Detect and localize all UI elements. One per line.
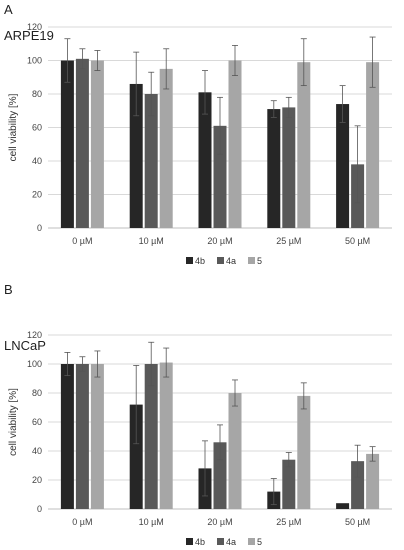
bar-5-2	[228, 60, 242, 228]
x-tick-label: 25 µM	[276, 236, 301, 246]
legend-label: 4a	[226, 537, 236, 547]
bar-4a-0	[75, 58, 89, 229]
y-axis-label: cell viability [%]	[8, 388, 19, 456]
x-tick-label: 0 µM	[72, 236, 92, 246]
y-axis-label: cell viability [%]	[8, 93, 19, 161]
legend-label: 5	[257, 256, 262, 266]
x-tick-label: 10 µM	[139, 517, 164, 527]
chart-panel-a: A ARPE19 0 20 40 60 80 100 120 cell viability [%]…	[4, 2, 392, 266]
bar-4a-3	[282, 459, 296, 509]
legend-swatch-5	[248, 257, 255, 264]
legend-label: 4b	[195, 537, 205, 547]
y-tick-label: 100	[27, 359, 42, 369]
legend-label: 5	[257, 537, 262, 547]
legend-label: 4a	[226, 256, 236, 266]
bar-4b-4	[336, 104, 350, 228]
bar-4b-1	[129, 83, 143, 228]
legend-swatch-4a	[217, 257, 224, 264]
bar-4b-3	[267, 109, 281, 228]
bar-5-0	[90, 60, 104, 228]
y-tick-label: 60	[32, 123, 42, 133]
legend-label: 4b	[195, 256, 205, 266]
y-tick-label: 100	[27, 56, 42, 66]
y-tick-label: 40	[32, 446, 42, 456]
chart-title: LNCaP	[4, 338, 46, 353]
panel-label: B	[4, 282, 13, 297]
panel-label: A	[4, 2, 13, 17]
bar-4a-2	[213, 125, 227, 228]
bar-5-4	[366, 62, 380, 228]
y-tick-label: 80	[32, 89, 42, 99]
bar-5-2	[228, 393, 242, 509]
y-tick-label: 60	[32, 417, 42, 427]
bar-4b-1	[129, 404, 143, 509]
legend-swatch-4a	[217, 538, 224, 545]
x-tick-label: 25 µM	[276, 517, 301, 527]
bar-5-1	[159, 362, 173, 509]
x-tick-label: 10 µM	[139, 236, 164, 246]
bar-4a-2	[213, 442, 227, 509]
bar-4a-4	[351, 461, 365, 509]
bar-4b-2	[198, 92, 212, 228]
legend-swatch-4b	[186, 257, 193, 264]
bar-5-4	[366, 453, 380, 509]
y-tick-label: 20	[32, 475, 42, 485]
x-tick-label: 20 µM	[207, 517, 232, 527]
y-tick-label: 120	[27, 330, 42, 340]
bar-4a-1	[144, 364, 158, 509]
bar-5-0	[90, 364, 104, 509]
x-tick-label: 50 µM	[345, 517, 370, 527]
legend-swatch-4b	[186, 538, 193, 545]
bar-4a-1	[144, 94, 158, 228]
bar-4b-4	[336, 503, 350, 509]
x-tick-label: 50 µM	[345, 236, 370, 246]
y-tick-label: 0	[37, 223, 42, 233]
chart-title: ARPE19	[4, 28, 54, 43]
y-tick-label: 40	[32, 156, 42, 166]
y-tick-label: 80	[32, 388, 42, 398]
y-tick-label: 0	[37, 504, 42, 514]
y-tick-label: 120	[27, 22, 42, 32]
x-tick-label: 0 µM	[72, 517, 92, 527]
bar-5-3	[297, 395, 311, 509]
bar-4a-0	[75, 364, 89, 509]
bar-4a-3	[282, 107, 296, 228]
bar-5-1	[159, 68, 173, 228]
bar-4b-0	[60, 364, 74, 509]
bar-4b-0	[60, 60, 74, 228]
legend-swatch-5	[248, 538, 255, 545]
y-tick-label: 20	[32, 190, 42, 200]
chart-panel-b: B LNCaP 0 20 40 60 80 100 120 cell viability [%] 0…	[4, 282, 392, 547]
x-tick-label: 20 µM	[207, 236, 232, 246]
bar-5-3	[297, 62, 311, 228]
